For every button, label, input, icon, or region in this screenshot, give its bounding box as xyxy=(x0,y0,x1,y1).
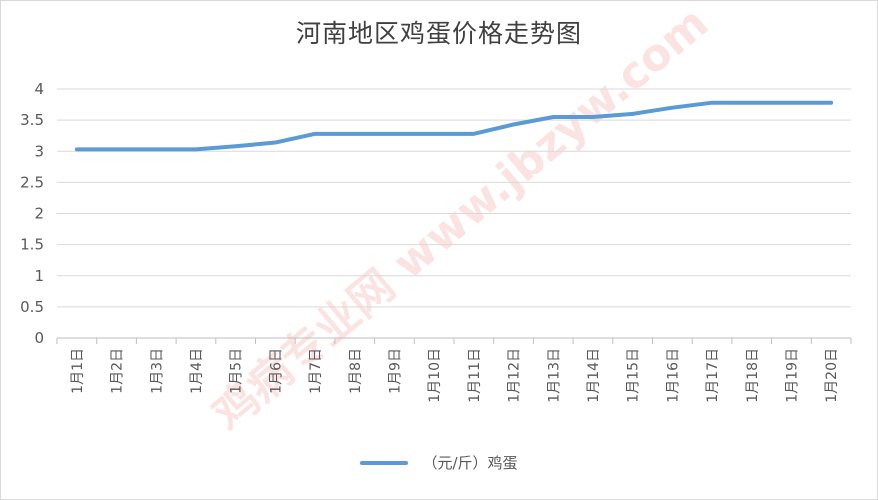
x-tick-label: 1月4日 xyxy=(189,348,205,394)
x-tick-label: 1月17日 xyxy=(705,348,721,403)
legend-swatch xyxy=(360,460,409,465)
y-tick-label: 3.5 xyxy=(20,111,44,129)
y-tick-label: 1.5 xyxy=(20,236,44,254)
legend-label: （元/斤）鸡蛋 xyxy=(422,454,518,472)
x-tick-label: 1月5日 xyxy=(229,348,245,394)
x-tick-label: 1月15日 xyxy=(626,348,642,403)
x-tick-label: 1月1日 xyxy=(70,348,86,394)
x-tick-label: 1月12日 xyxy=(507,348,523,403)
x-tick-label: 1月16日 xyxy=(665,348,681,403)
y-tick-label: 3 xyxy=(34,142,44,160)
x-tick-label: 1月6日 xyxy=(268,348,284,394)
chart-title: 河南地区鸡蛋价格走势图 xyxy=(295,19,582,48)
x-tick-label: 1月2日 xyxy=(110,348,126,394)
x-tick-label: 1月8日 xyxy=(348,348,364,394)
y-tick-label: 2.5 xyxy=(20,173,44,191)
x-tick-label: 1月14日 xyxy=(586,348,602,403)
y-tick-label: 2 xyxy=(34,205,44,223)
x-tick-label: 1月19日 xyxy=(784,348,800,403)
y-tick-label: 0 xyxy=(34,329,44,347)
series-line xyxy=(74,100,834,152)
legend: （元/斤）鸡蛋 xyxy=(0,452,878,473)
x-tick-label: 1月3日 xyxy=(149,348,165,394)
x-tick-label: 1月13日 xyxy=(546,348,562,403)
x-tick-label: 1月7日 xyxy=(308,348,324,394)
x-tick-label: 1月9日 xyxy=(387,348,403,394)
x-tick-label: 1月10日 xyxy=(427,348,443,403)
x-tick-label: 1月20日 xyxy=(824,348,840,403)
x-tick-label: 1月18日 xyxy=(745,348,761,403)
y-tick-label: 1 xyxy=(34,267,44,285)
x-tick-label: 1月11日 xyxy=(467,348,483,403)
y-tick-label: 0.5 xyxy=(20,298,44,316)
y-tick-label: 4 xyxy=(34,80,44,98)
